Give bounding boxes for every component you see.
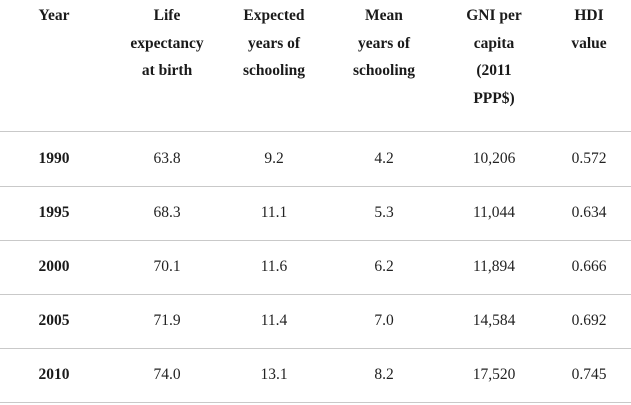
cell-expected-schooling: 11.6	[260, 258, 288, 275]
cell-mean-schooling: 6.2	[374, 258, 394, 275]
table-row: 2005 71.9 11.4 7.0 14,584 0.692	[0, 294, 631, 349]
cell-expected-schooling: 11.1	[260, 204, 288, 221]
table-row: 1995 68.3 11.1 5.3 11,044 0.634	[0, 186, 631, 241]
table-header-row: Year Life expectancy at birth Expected y…	[0, 0, 631, 132]
cell-mean-schooling: 7.0	[374, 312, 394, 329]
header-gni-per-capita: GNI per capita (2011 PPP$)	[466, 7, 522, 107]
cell-gni-per-capita: 10,206	[472, 150, 516, 167]
cell-mean-schooling: 4.2	[374, 150, 394, 167]
cell-mean-schooling: 8.2	[374, 366, 394, 383]
cell-hdi-value: 0.634	[571, 204, 607, 221]
cell-gni-per-capita: 11,044	[472, 204, 516, 221]
cell-life-expectancy: 63.8	[153, 150, 181, 167]
table-row: 2010 74.0 13.1 8.2 17,520 0.745	[0, 348, 631, 403]
cell-year: 2010	[38, 366, 70, 383]
cell-life-expectancy: 71.9	[153, 312, 181, 329]
cell-gni-per-capita: 14,584	[472, 312, 516, 329]
cell-hdi-value: 0.692	[571, 312, 607, 329]
cell-year: 2005	[38, 312, 70, 329]
cell-mean-schooling: 5.3	[374, 204, 394, 221]
header-hdi-value: HDI value	[571, 7, 607, 52]
cell-gni-per-capita: 11,894	[472, 258, 516, 275]
cell-hdi-value: 0.745	[571, 366, 607, 383]
table-row: 2000 70.1 11.6 6.2 11,894 0.666	[0, 240, 631, 295]
cell-life-expectancy: 68.3	[153, 204, 181, 221]
cell-life-expectancy: 70.1	[153, 258, 181, 275]
table-row: 1990 63.8 9.2 4.2 10,206 0.572	[0, 132, 631, 187]
cell-year: 2000	[38, 258, 70, 275]
header-expected-schooling: Expected years of schooling	[242, 7, 305, 79]
cell-expected-schooling: 11.4	[260, 312, 288, 329]
cell-life-expectancy: 74.0	[153, 366, 181, 383]
header-mean-schooling: Mean years of schooling	[352, 7, 415, 79]
header-year: Year	[38, 7, 70, 24]
cell-expected-schooling: 9.2	[264, 150, 284, 167]
cell-hdi-value: 0.666	[571, 258, 607, 275]
cell-year: 1990	[38, 150, 70, 167]
header-life-expectancy: Life expectancy at birth	[130, 7, 204, 79]
cell-expected-schooling: 13.1	[260, 366, 288, 383]
cell-hdi-value: 0.572	[571, 150, 607, 167]
cell-gni-per-capita: 17,520	[472, 366, 516, 383]
cell-year: 1995	[38, 204, 70, 221]
